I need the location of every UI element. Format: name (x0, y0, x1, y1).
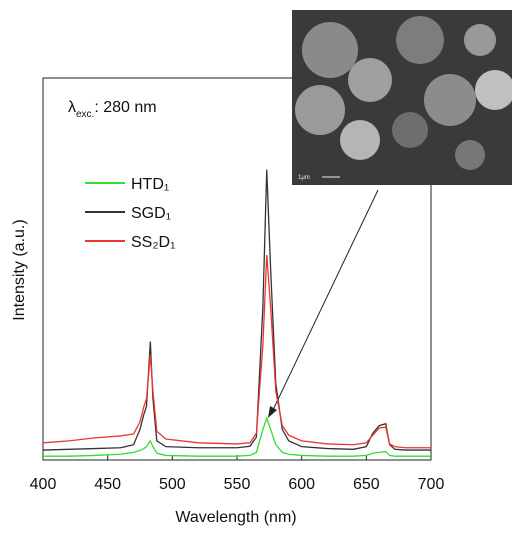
inset-scale-label: 1μm (298, 175, 310, 181)
x-tick-label: 650 (353, 476, 380, 493)
x-tick-label: 450 (94, 476, 121, 493)
particle (295, 85, 345, 135)
particle (455, 140, 485, 170)
y-axis-label: Intensity (a.u.) (11, 219, 28, 320)
series-line (43, 415, 431, 457)
annotation-subscript: exc. (76, 109, 94, 120)
arrow (271, 189, 379, 413)
x-tick-label: 500 (159, 476, 186, 493)
particle (475, 70, 512, 110)
x-axis-label: Wavelength (nm) (175, 509, 296, 526)
particle (396, 16, 444, 64)
particle (348, 58, 392, 102)
x-tick-label: 700 (418, 476, 445, 493)
particle (464, 24, 496, 56)
legend-label: SGD₁ (131, 205, 171, 222)
legend-label: HTD₁ (131, 176, 169, 193)
arrow-head (268, 406, 277, 418)
particle (302, 22, 358, 78)
annotation: λexc.: 280 nm (68, 99, 157, 120)
x-tick-label: 550 (224, 476, 251, 493)
annotation-symbol: λ (68, 99, 76, 116)
x-tick-label: 400 (30, 476, 57, 493)
particle (424, 74, 476, 126)
inset: 1μm (292, 10, 512, 185)
series-line (42, 169, 431, 451)
x-tick-label: 600 (288, 476, 315, 493)
series-line (42, 254, 431, 449)
legend-label: SS₂D₁ (131, 234, 176, 251)
particle (392, 112, 428, 148)
annotation-text: : 280 nm (94, 99, 156, 116)
particle (340, 120, 380, 160)
